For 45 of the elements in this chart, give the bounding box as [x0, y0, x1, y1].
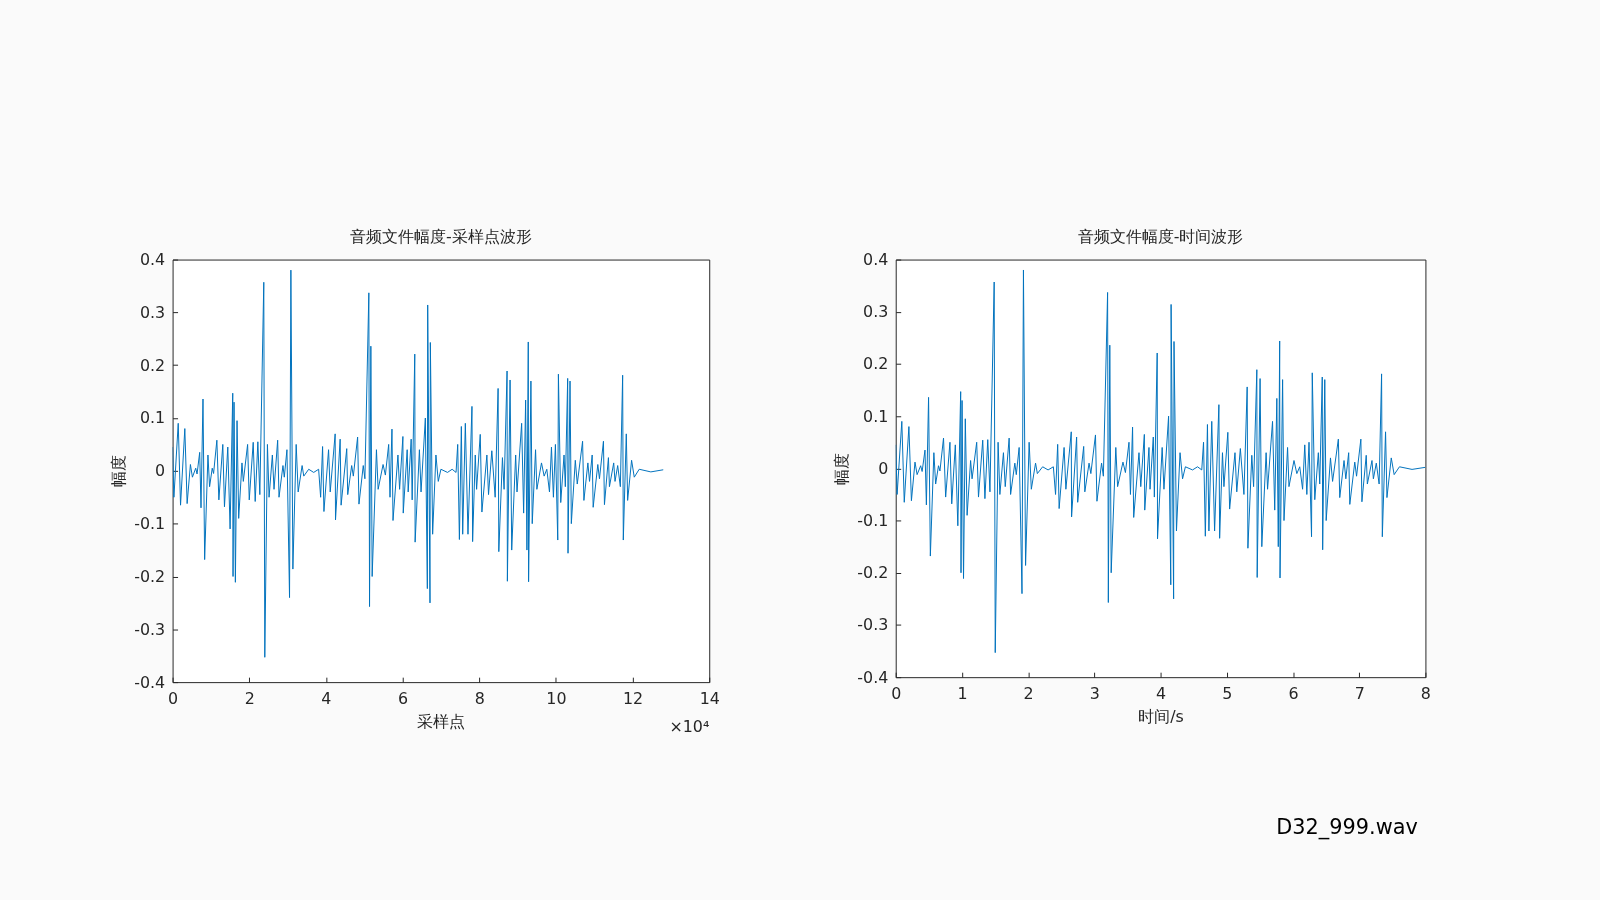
- y-tick-label: 0.3: [139, 302, 166, 322]
- x-axis-title: 采样点: [417, 712, 466, 732]
- y-tick-label: -0.3: [134, 619, 166, 639]
- line-series: [895, 269, 1426, 654]
- y-tick-label: -0.4: [134, 672, 166, 692]
- x-tick-label: 2: [244, 689, 255, 709]
- text: ×10⁴: [669, 716, 710, 736]
- x-tick-label: 6: [398, 689, 409, 709]
- x-tick-label: 0: [891, 684, 902, 704]
- x-tick-label: 4: [321, 689, 332, 709]
- y-tick-label: 0.2: [863, 354, 889, 374]
- y-tick-label: 0.2: [139, 355, 166, 375]
- x-tick-label: 12: [622, 689, 644, 709]
- y-axis-title: 幅度: [109, 455, 129, 488]
- y-tick-label: 0.1: [863, 406, 889, 426]
- y-tick-label: 0.4: [863, 250, 889, 270]
- x-tick-label: 8: [1420, 684, 1431, 704]
- x-tick-label: 0: [168, 689, 179, 709]
- x-tick-label: 3: [1089, 684, 1100, 704]
- y-axis-title: 幅度: [832, 452, 852, 485]
- x-tick-label: 6: [1288, 684, 1299, 704]
- x-tick-label: 10: [546, 689, 567, 709]
- x-tick-label: 5: [1222, 684, 1233, 704]
- y-tick-label: 0: [155, 461, 166, 481]
- x-tick-label: 4: [1156, 684, 1167, 704]
- y-tick-label: -0.2: [134, 566, 166, 586]
- y-tick-label: -0.1: [134, 514, 166, 534]
- x-axis-title: 时间/s: [1138, 707, 1184, 727]
- chart-title: 音频文件幅度-采样点波形: [350, 226, 532, 246]
- y-tick-label: 0.1: [139, 408, 166, 428]
- text: D32_999.wav: [1276, 814, 1418, 840]
- y-tick-label: 0.3: [863, 302, 889, 322]
- x-tick-label: 8: [474, 689, 485, 709]
- y-tick-label: 0: [878, 458, 889, 478]
- y-tick-label: -0.2: [857, 563, 889, 583]
- y-tick-label: 0.4: [139, 250, 166, 270]
- x-tick-label: 7: [1354, 684, 1365, 704]
- y-tick-label: -0.3: [857, 615, 889, 635]
- y-tick-label: -0.1: [857, 511, 889, 531]
- x-tick-label: 14: [699, 689, 720, 709]
- y-tick-label: -0.4: [857, 667, 889, 687]
- x-tick-label: 1: [957, 684, 968, 704]
- x-tick-label: 2: [1023, 684, 1034, 704]
- chart-title: 音频文件幅度-时间波形: [1077, 226, 1244, 246]
- line-series: [172, 269, 664, 658]
